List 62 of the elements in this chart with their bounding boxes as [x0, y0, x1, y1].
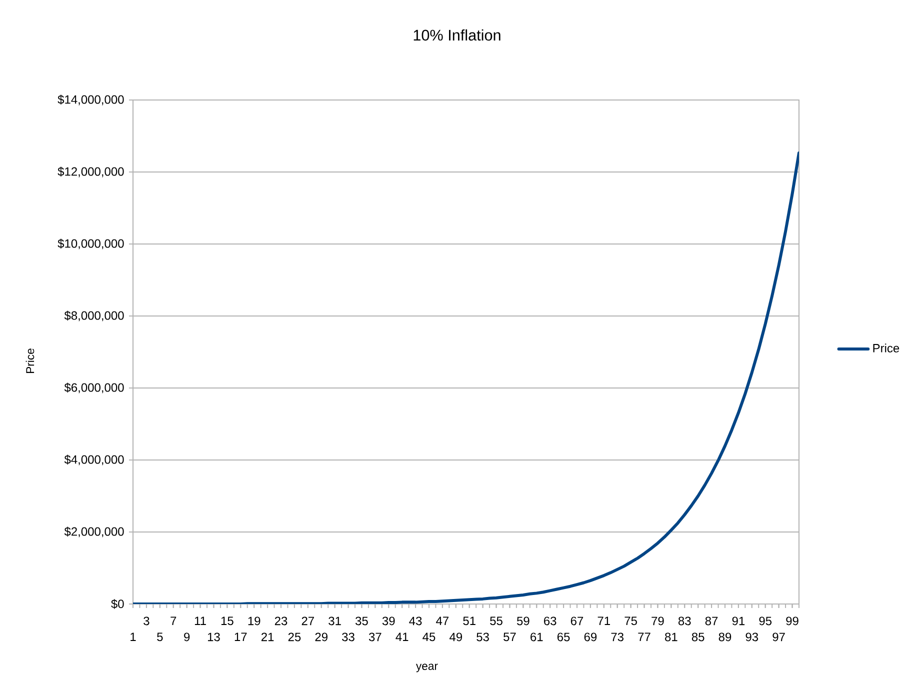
x-tick-label: 89	[718, 632, 732, 642]
x-tick-label: 55	[490, 616, 502, 626]
x-tick-label: 19	[248, 616, 260, 626]
x-tick-label: 9	[184, 632, 190, 642]
x-tick-label: 57	[504, 632, 516, 642]
y-tick-label: $6,000,000	[64, 382, 124, 394]
x-tick-label: 7	[170, 616, 176, 625]
x-tick-label: 79	[652, 616, 664, 626]
x-tick-label: 71	[598, 616, 610, 625]
x-tick-label: 29	[315, 632, 328, 642]
x-tick-label: 33	[342, 632, 354, 642]
chart-title: 10% Inflation	[414, 29, 500, 41]
x-tick-label: 49	[450, 632, 462, 642]
x-tick-label: 21	[261, 632, 274, 642]
x-tick-label: 53	[476, 632, 489, 642]
x-tick-label: 35	[356, 616, 368, 626]
y-tick-label: $10,000,000	[58, 238, 124, 250]
x-tick-label: 17	[234, 632, 247, 641]
x-tick-label: 27	[302, 616, 314, 626]
x-tick-label: 73	[611, 632, 624, 642]
x-tick-label: 69	[584, 632, 597, 642]
x-tick-label: 41	[396, 632, 408, 641]
x-tick-label: 13	[208, 632, 220, 642]
x-tick-label: 51	[463, 616, 476, 626]
x-axis-title: year	[416, 664, 438, 672]
legend-label: Price	[873, 344, 900, 352]
x-tick-label: 5	[157, 632, 163, 642]
x-tick-label: 39	[382, 616, 395, 626]
y-tick-label: $4,000,000	[64, 454, 124, 466]
x-tick-label: 59	[516, 616, 530, 626]
y-tick-label: $8,000,000	[64, 310, 124, 322]
x-tick-label: 75	[624, 616, 637, 626]
x-tick-label: 91	[732, 616, 745, 626]
x-tick-label: 1	[130, 632, 136, 641]
x-tick-label: 23	[274, 616, 288, 626]
x-tick-label: 11	[194, 616, 206, 625]
x-tick-label: 45	[422, 632, 436, 642]
x-tick-label: 99	[786, 616, 798, 626]
x-tick-label: 63	[544, 616, 556, 626]
x-tick-label: 47	[436, 616, 449, 625]
x-tick-label: 31	[328, 616, 341, 626]
x-tick-label: 61	[530, 632, 543, 642]
y-axis-title: Price	[26, 348, 34, 373]
y-tick-label: $12,000,000	[58, 166, 124, 178]
x-tick-label: 25	[288, 632, 301, 642]
x-tick-label: 95	[759, 616, 772, 626]
x-tick-label: 97	[772, 632, 785, 642]
x-tick-label: 93	[746, 632, 758, 642]
x-tick-label: 15	[221, 616, 234, 626]
y-tick-label: $0	[111, 599, 124, 609]
x-tick-label: 77	[638, 632, 650, 641]
y-tick-label: $14,000,000	[58, 94, 124, 106]
x-tick-label: 65	[557, 632, 570, 642]
x-tick-label: 43	[409, 616, 422, 626]
x-tick-label: 3	[144, 616, 150, 626]
x-tick-label: 81	[665, 632, 678, 642]
x-tick-label: 37	[368, 632, 382, 642]
x-tick-label: 87	[705, 616, 718, 626]
x-tick-label: 67	[570, 616, 584, 626]
y-tick-label: $2,000,000	[64, 526, 124, 538]
x-tick-label: 83	[678, 616, 691, 626]
x-tick-label: 85	[692, 632, 704, 642]
